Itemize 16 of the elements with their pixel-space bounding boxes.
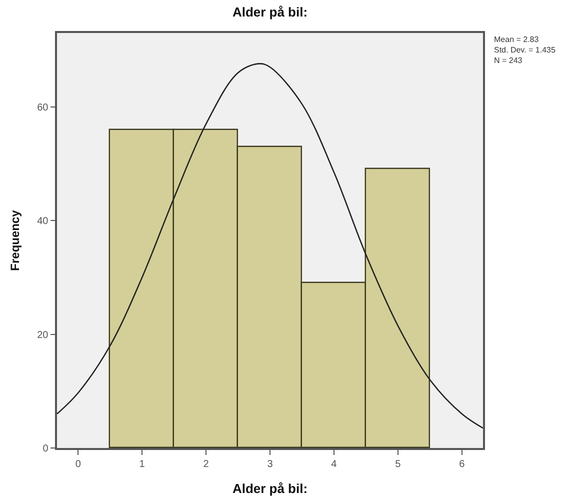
x-tick-label: 4 (331, 458, 338, 470)
x-tick-label: 2 (203, 458, 210, 470)
y-tick-label: 20 (37, 330, 49, 341)
line-series (57, 63, 483, 429)
x-tick-label: 5 (395, 458, 402, 470)
x-tick-label: 3 (267, 458, 274, 470)
x-tick-label: 1 (139, 458, 146, 470)
chart-title: Alder på bil: (232, 4, 308, 20)
x-axis-title: Alder på bil: (232, 480, 308, 496)
x-tick-label: 0 (75, 458, 82, 470)
text: Mean = 2.83 Std. Dev. = 1.435 N = 243 (494, 35, 556, 65)
x-tick-label: 6 (459, 458, 466, 470)
y-axis-title: Frequency (8, 210, 22, 271)
y-tick-label: 60 (37, 102, 49, 114)
y-tick-label: 40 (37, 216, 49, 228)
y-tick-label: 0 (42, 444, 49, 454)
